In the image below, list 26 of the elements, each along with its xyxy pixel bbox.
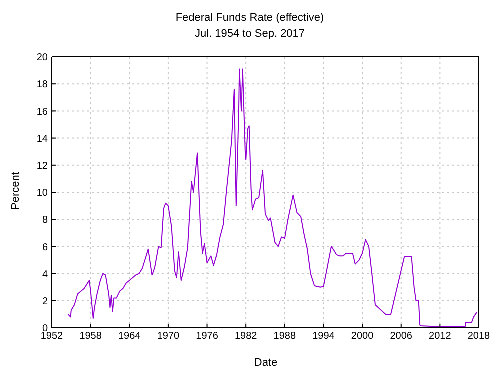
x-tick-label: 2006 (390, 331, 413, 342)
y-tick-label: 2 (42, 296, 48, 308)
x-tick-label: 1964 (118, 331, 142, 342)
y-tick-label: 20 (36, 52, 48, 64)
chart-subtitle: Jul. 1954 to Sep. 2017 (194, 28, 306, 40)
x-tick-label: 1988 (274, 331, 296, 342)
y-tick-label: 6 (42, 242, 48, 254)
y-tick-label: 16 (36, 106, 48, 118)
y-tick-label: 10 (36, 188, 48, 200)
x-tick-label: 2000 (351, 331, 374, 342)
x-axis-title: Date (253, 357, 279, 369)
y-axis-title: Percent (10, 171, 22, 211)
y-tick-label: 4 (42, 269, 48, 280)
chart-title: Federal Funds Rate (effective) (174, 12, 326, 24)
x-tick-label: 2012 (429, 331, 452, 342)
x-tick-label: 1958 (80, 331, 102, 342)
x-tick-label: 2018 (468, 331, 491, 342)
x-tick-label: 1982 (234, 331, 258, 342)
y-tick-label: 12 (36, 160, 48, 172)
line-series (68, 68, 478, 328)
y-tick-label: 18 (36, 80, 48, 91)
y-tick-label: 8 (42, 215, 48, 226)
y-tick-label: 14 (36, 134, 48, 145)
x-tick-label: 1994 (312, 331, 336, 342)
x-tick-label: 1970 (157, 331, 180, 342)
x-tick-label: 1976 (196, 331, 219, 342)
